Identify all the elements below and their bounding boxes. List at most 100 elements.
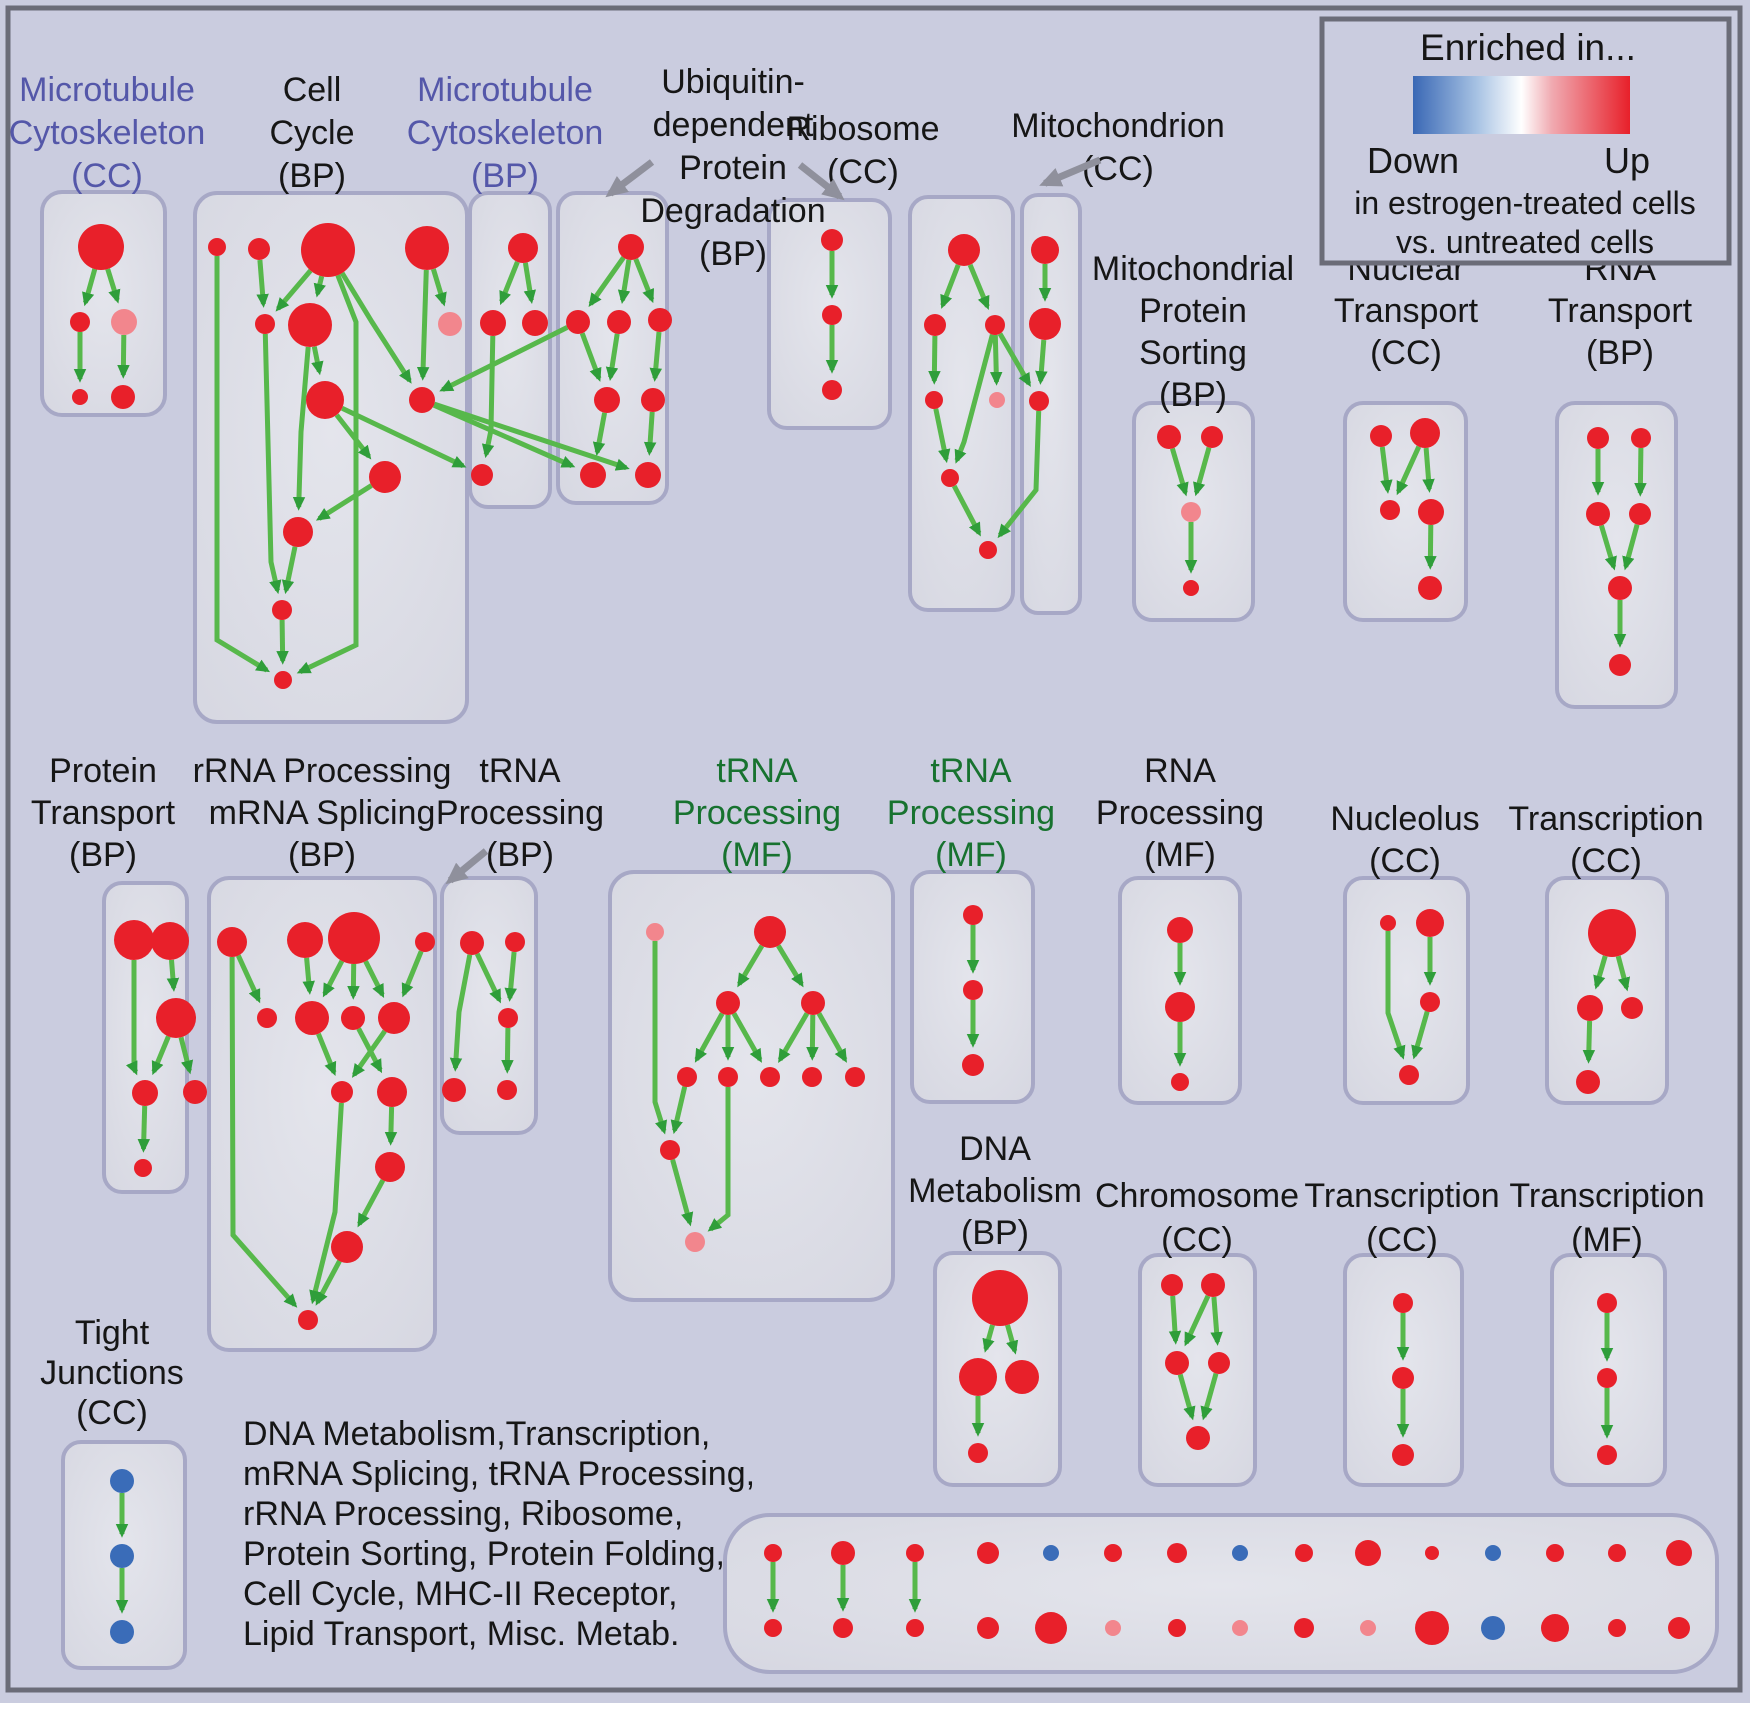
go-term-node — [508, 233, 538, 263]
ribosome-cc-edge — [928, 335, 941, 385]
go-term-node — [764, 1544, 782, 1562]
rrna-processing-mrna-splicing-bp-edge — [322, 959, 345, 998]
protein-transport-bp-edge — [125, 960, 138, 1076]
go-term-node — [962, 1054, 984, 1076]
go-term-node — [1168, 1619, 1186, 1637]
cellcycle-to-mtbp — [341, 405, 467, 469]
go-term-node — [1104, 1544, 1122, 1562]
go-term-node — [754, 916, 786, 948]
go-term-node — [1380, 915, 1396, 931]
network-edges — [73, 251, 1647, 1614]
mitochondrion-cc-label: Mitochondrion (CC) — [1011, 107, 1225, 188]
microtubule-cytoskeleton-bp-edge — [499, 260, 520, 306]
trna-processing-mf-1-edge — [737, 944, 765, 988]
go-term-node — [301, 223, 355, 277]
legend-up-label: Up — [1604, 140, 1650, 181]
cell-cycle-bp-edge — [313, 275, 326, 298]
go-term-node — [132, 1080, 158, 1106]
misc-metabolism-strip-box — [723, 1513, 1719, 1674]
go-term-node — [607, 310, 631, 334]
go-term-node — [1425, 1546, 1439, 1560]
go-term-node — [110, 1469, 134, 1493]
go-term-node — [217, 927, 247, 957]
go-term-node — [208, 238, 226, 256]
go-term-node — [134, 1159, 152, 1177]
go-term-node — [288, 303, 332, 347]
go-term-node — [114, 920, 154, 960]
go-term-node — [1370, 425, 1392, 447]
go-term-node — [977, 1542, 999, 1564]
go-term-node — [274, 671, 292, 689]
nuclear-transport-cc-edge — [1396, 445, 1422, 496]
go-term-node — [1631, 428, 1651, 448]
go-term-node — [1416, 909, 1444, 937]
go-term-node — [415, 932, 435, 952]
legend-subtitle-2: vs. untreated cells — [1396, 224, 1654, 260]
dna-metabolism-bp-label: DNA Metabolism (BP) — [908, 1130, 1082, 1252]
legend-box — [1319, 16, 1732, 266]
go-term-node — [257, 1008, 277, 1028]
go-term-node — [1608, 576, 1632, 600]
ubiquitin-dependent-protein-degradation-bp-edge — [643, 411, 657, 456]
cell-cycle-bp-edge — [311, 346, 324, 376]
ubiquitin-dependent-protein-degradation-bp-edge — [592, 412, 608, 457]
cell-cycle-bp-edge — [296, 274, 359, 675]
mitochondrion-to-ribosome — [997, 410, 1042, 539]
rrna-processing-mrna-splicing-bp-edge — [309, 1102, 344, 1305]
go-term-node — [618, 234, 644, 260]
go-term-node — [375, 1152, 405, 1182]
go-term-node — [1418, 576, 1442, 600]
ribosome-cc-label: Ribosome (CC) — [786, 110, 939, 191]
chromosome-cc-label: Chromosome (CC) — [1095, 1177, 1299, 1259]
go-term-node — [831, 1541, 855, 1565]
transcription-cc-mid-box — [1545, 876, 1669, 1105]
go-term-node — [959, 1358, 997, 1396]
cell-cycle-bp-edge — [262, 333, 282, 595]
go-term-node — [594, 387, 620, 413]
microtubule-cytoskeleton-bp-box — [468, 191, 552, 509]
go-term-node — [963, 905, 983, 925]
go-term-node — [328, 912, 380, 964]
chromosome-cc-edge — [1183, 1294, 1211, 1347]
rrna-processing-mrna-splicing-bp-edge — [401, 950, 424, 998]
rna-processing-mf-label: RNA Processing (MF) — [1096, 752, 1264, 874]
trna-processing-mf-1-label: tRNA Processing (MF) — [673, 752, 841, 874]
go-term-node — [1481, 1616, 1505, 1640]
go-term-node — [1029, 391, 1049, 411]
go-term-node — [1418, 499, 1444, 525]
go-term-node — [331, 1231, 363, 1263]
go-term-node — [979, 541, 997, 559]
go-term-node — [1546, 1544, 1564, 1562]
ribosome-to-mitochondrion — [997, 332, 1032, 387]
cell-cycle-bp-edge — [292, 346, 311, 511]
rna-transport-bp-edge — [1622, 523, 1640, 571]
go-term-node — [438, 312, 462, 336]
trna-processing-mf-1-edge — [777, 1012, 810, 1063]
transcription-mf-label: Transcription (MF) — [1509, 1177, 1704, 1259]
go-term-node — [963, 980, 983, 1000]
go-term-node — [377, 1077, 407, 1107]
trna-processing-bp-edge — [474, 952, 502, 1004]
trna-processing-mf-1-edge — [816, 1012, 848, 1063]
go-term-node — [341, 1006, 365, 1030]
trna-bp-pointer — [445, 848, 489, 885]
go-term-node — [801, 991, 825, 1015]
cell-cycle-bp-edge — [276, 619, 289, 665]
mitochondrial-protein-sorting-bp-label: Mitochondrial Protein Sorting (BP) — [1092, 250, 1294, 414]
go-term-node — [442, 1078, 466, 1102]
dna-metabolism-bp-edge — [982, 1324, 995, 1353]
trna-processing-mf-1-edge — [670, 1086, 688, 1135]
go-term-node — [641, 388, 665, 412]
go-term-node — [298, 1310, 318, 1330]
go-term-node — [1165, 1351, 1189, 1375]
go-term-node — [405, 226, 449, 270]
microtubule-cytoskeleton-cc-edge — [105, 268, 121, 304]
legend-title: Enriched in... — [1420, 27, 1636, 68]
rrna-processing-mrna-splicing-bp-edge — [236, 954, 261, 1004]
go-term-node — [989, 392, 1005, 408]
rrna-processing-mrna-splicing-bp-edge — [363, 960, 385, 999]
go-term-node — [156, 998, 196, 1038]
legend-color-gradient — [1413, 76, 1630, 134]
cell-cycle-bp-label: Cell Cycle (BP) — [269, 71, 354, 195]
